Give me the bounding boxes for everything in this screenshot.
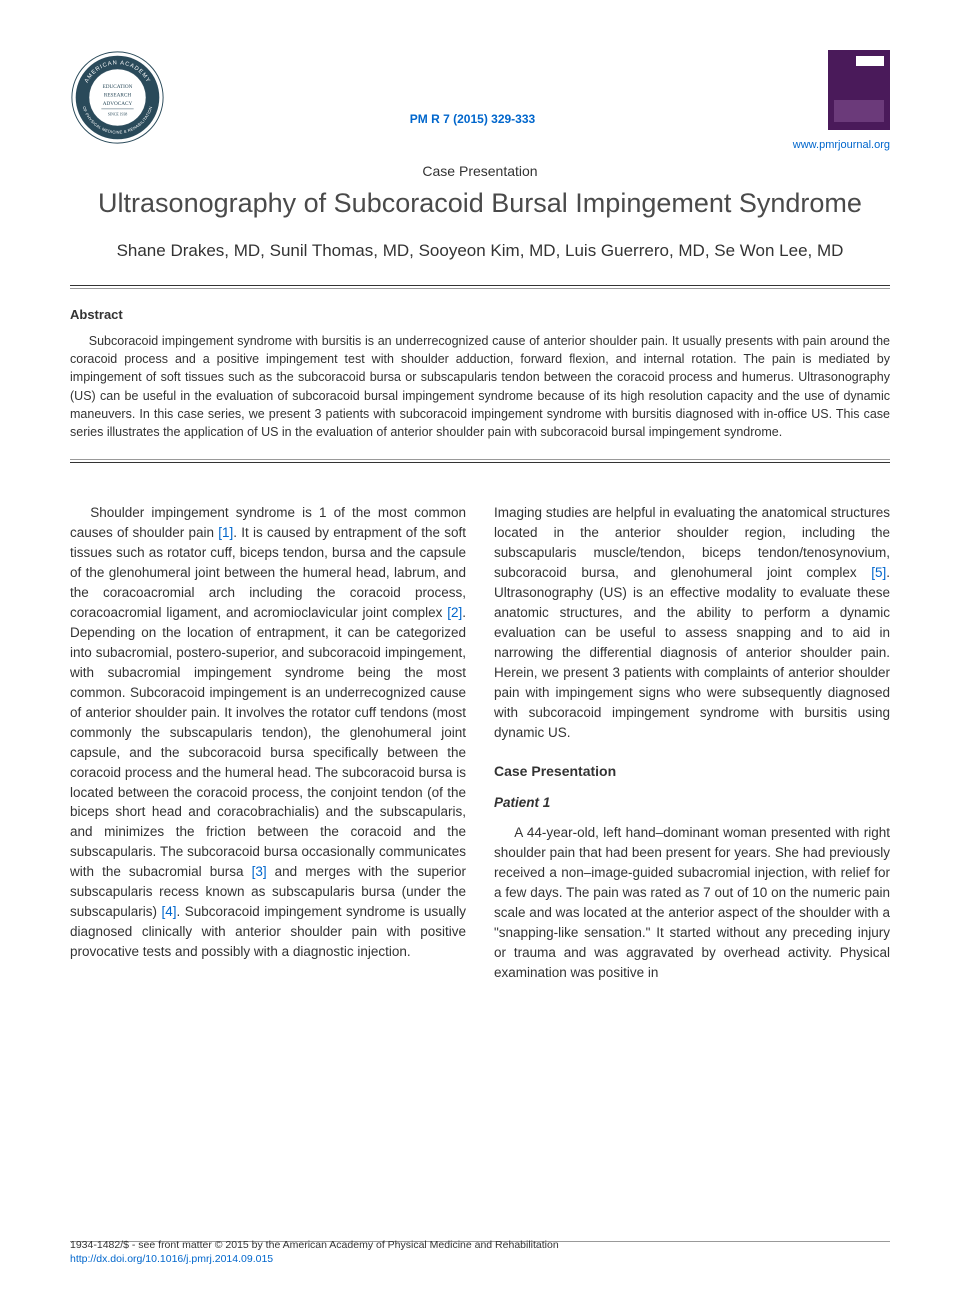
divider [70, 459, 890, 460]
svg-text:EDUCATION: EDUCATION [103, 84, 133, 90]
journal-reference: PM R 7 (2015) 329-333 [410, 112, 535, 126]
citation-link[interactable]: [4] [162, 904, 177, 919]
svg-text:RESEARCH: RESEARCH [104, 93, 131, 99]
header-center: PM R 7 (2015) 329-333 [165, 50, 780, 128]
copyright-line: 1934-1482/$ - see front matter © 2015 by… [70, 1239, 559, 1251]
journal-url-link[interactable]: www.pmrjournal.org [780, 139, 890, 151]
doi-link[interactable]: http://dx.doi.org/10.1016/j.pmrj.2014.09… [70, 1253, 273, 1265]
citation-link[interactable]: [1] [218, 525, 233, 540]
abstract-text: Subcoracoid impingement syndrome with bu… [70, 332, 890, 441]
abstract-label: Abstract [70, 307, 890, 322]
body-columns: Shoulder impingement syndrome is 1 of th… [70, 503, 890, 983]
subsection-heading: Patient 1 [494, 793, 890, 813]
article-type: Case Presentation [70, 163, 890, 179]
citation-link[interactable]: [3] [252, 864, 267, 879]
citation-link[interactable]: [5] [871, 565, 886, 580]
divider [70, 462, 890, 463]
body-paragraph: Shoulder impingement syndrome is 1 of th… [70, 503, 466, 962]
article-title: Ultrasonography of Subcoracoid Bursal Im… [70, 187, 890, 219]
body-paragraph: A 44-year-old, left hand–dominant woman … [494, 823, 890, 983]
header-right: www.pmrjournal.org [780, 50, 890, 151]
author-list: Shane Drakes, MD, Sunil Thomas, MD, Sooy… [70, 239, 890, 263]
column-right: Imaging studies are helpful in evaluatin… [494, 503, 890, 983]
divider [70, 285, 890, 286]
column-left: Shoulder impingement syndrome is 1 of th… [70, 503, 466, 983]
svg-text:SINCE 1938: SINCE 1938 [108, 113, 128, 117]
journal-cover-thumbnail [828, 50, 890, 130]
divider [70, 288, 890, 289]
section-heading: Case Presentation [494, 761, 890, 782]
citation-link[interactable]: [2] [447, 605, 462, 620]
svg-text:ADVOCACY: ADVOCACY [103, 101, 133, 107]
footer-text: 1934-1482/$ - see front matter © 2015 by… [70, 1238, 559, 1266]
academy-seal-logo: AMERICAN ACADEMY OF PHYSICAL MEDICINE & … [70, 50, 165, 145]
body-paragraph: Imaging studies are helpful in evaluatin… [494, 503, 890, 743]
header-row: AMERICAN ACADEMY OF PHYSICAL MEDICINE & … [70, 50, 890, 151]
